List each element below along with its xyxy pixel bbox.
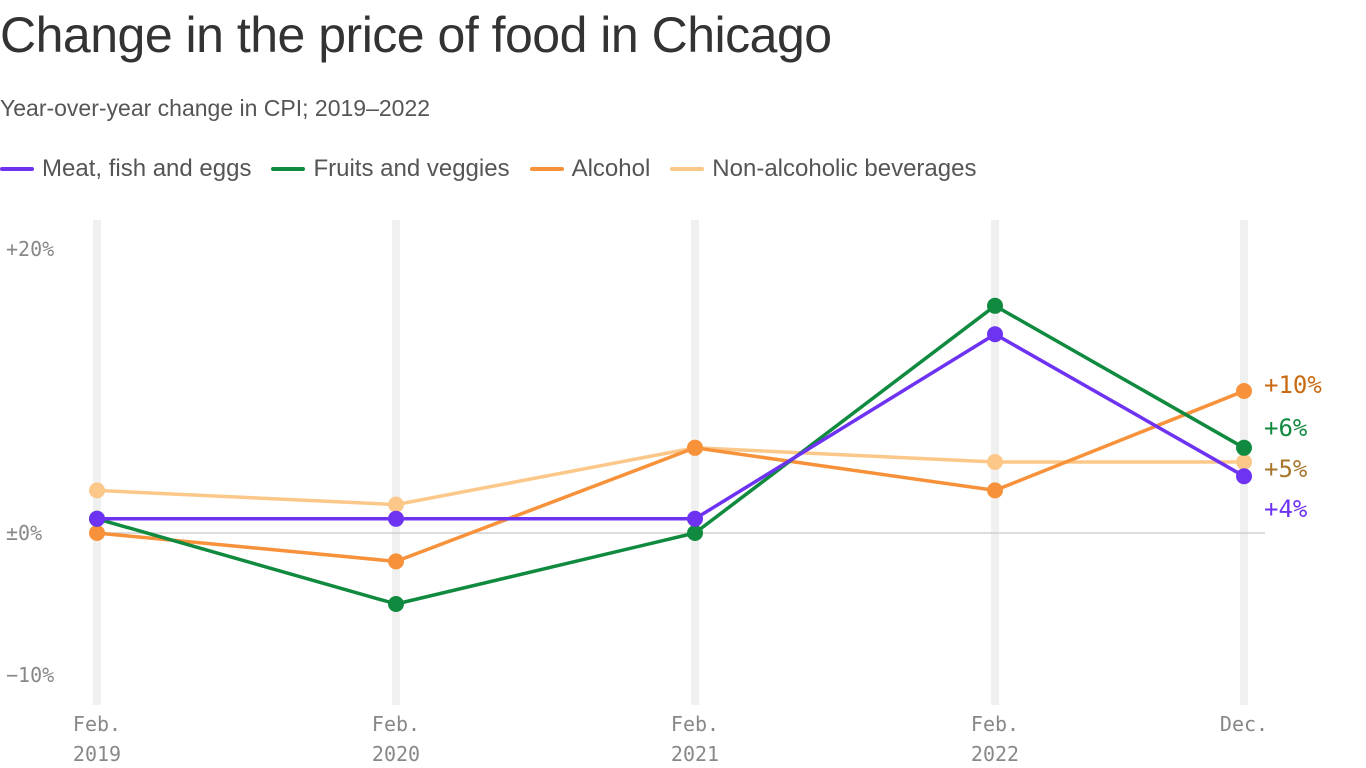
legend-label-meat: Meat, fish and eggs bbox=[42, 155, 252, 182]
series-3-point-1 bbox=[388, 496, 404, 513]
series-2-point-1 bbox=[388, 553, 404, 570]
chart-subtitle: Year-over-year change in CPI; 2019–2022 bbox=[0, 95, 431, 121]
series-1-point-4 bbox=[1236, 439, 1252, 456]
series-2-point-4 bbox=[1236, 383, 1252, 399]
series-3-point-0 bbox=[89, 482, 105, 499]
series-3-point-4 bbox=[1236, 454, 1252, 470]
x-tick-label-4: Dec. bbox=[1220, 712, 1268, 736]
legend-label-nonalcoholic: Non-alcoholic beverages bbox=[712, 155, 977, 182]
series-line-1 bbox=[95, 304, 1246, 606]
series-1-point-1 bbox=[388, 596, 404, 612]
series-0-point-0 bbox=[89, 510, 105, 527]
x-tick-label-0: Feb. bbox=[73, 712, 121, 736]
legend-label-fruits: Fruits and veggies bbox=[313, 155, 510, 182]
series-0-point-3 bbox=[987, 326, 1003, 343]
legend-swatch-meat bbox=[0, 167, 34, 171]
series-2-point-3 bbox=[987, 482, 1003, 499]
x-tick-label-1: Feb. bbox=[372, 712, 420, 736]
series-1-point-2 bbox=[687, 525, 703, 541]
series-0-point-1 bbox=[388, 510, 404, 527]
x-tick-label-3: Feb. bbox=[971, 712, 1019, 736]
series-line-0 bbox=[95, 332, 1246, 521]
end-label-series-3: +5% bbox=[1264, 455, 1308, 483]
legend-swatch-fruits bbox=[271, 167, 306, 171]
chart-title: Change in the price of food in Chicago bbox=[0, 7, 832, 63]
legend-item-fruits: Fruits and veggies bbox=[271, 155, 510, 183]
x-tick-year-0: 2019 bbox=[73, 742, 121, 766]
x-tick-label-2: Feb. bbox=[671, 712, 719, 736]
series-0-point-4 bbox=[1236, 468, 1252, 485]
end-label-series-0: +4% bbox=[1264, 495, 1308, 523]
series-line-2 bbox=[95, 389, 1246, 564]
series-3-point-3 bbox=[987, 454, 1003, 470]
x-tick-year-3: 2022 bbox=[971, 742, 1019, 766]
series-2-point-2 bbox=[687, 439, 703, 456]
y-tick-label-2: −10% bbox=[6, 663, 54, 687]
x-tick-year-1: 2020 bbox=[372, 742, 420, 766]
legend-swatch-nonalcoholic bbox=[670, 167, 705, 171]
end-label-series-1: +6% bbox=[1264, 414, 1308, 442]
y-tick-label-1: ±0% bbox=[6, 521, 42, 545]
legend-swatch-alcohol bbox=[529, 167, 564, 171]
legend-item-alcohol: Alcohol bbox=[529, 155, 651, 183]
legend: Meat, fish and eggs Fruits and veggies A… bbox=[0, 155, 976, 183]
end-label-series-2: +10% bbox=[1264, 371, 1322, 399]
legend-item-nonalcoholic: Non-alcoholic beverages bbox=[670, 155, 976, 183]
legend-label-alcohol: Alcohol bbox=[571, 155, 651, 182]
series-2-point-0 bbox=[89, 525, 105, 541]
legend-item-meat: Meat, fish and eggs bbox=[0, 155, 251, 183]
series-0-point-2 bbox=[687, 510, 703, 527]
y-tick-label-0: +20% bbox=[6, 237, 54, 261]
series-1-point-3 bbox=[987, 297, 1003, 314]
x-tick-year-2: 2021 bbox=[671, 742, 719, 766]
